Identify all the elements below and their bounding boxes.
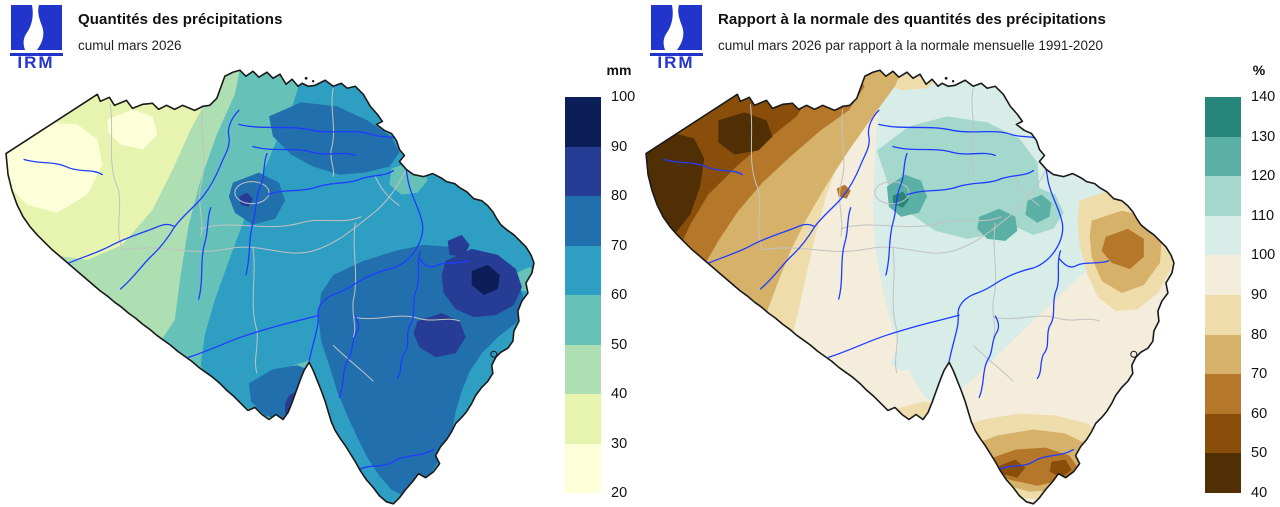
page-title: Rapport à la normale des quantités des p… [718,11,1106,28]
irm-logo-left-shape [11,5,33,50]
legend-swatch [565,443,601,493]
enclave-dot [311,80,315,83]
legend-tick-label: 60 [611,287,628,303]
legend-swatch [1205,453,1241,493]
contour-fills [6,70,534,504]
legend-color-scale [565,97,601,493]
legend-tick-label: 130 [1251,128,1276,145]
legend-tick-label: 20 [611,485,628,501]
precipitation-map [5,69,535,505]
panel-precipitation: IRM Quantités des précipitations cumul m… [5,5,640,507]
legend-unit-label: % [1252,62,1266,78]
legend-tick-label: 30 [611,435,628,452]
enclave-dot [951,80,955,83]
precipitation-legend: mm 100 90 80 70 60 50 40 30 20 [565,62,640,507]
country-border [5,69,535,505]
legend-swatch [1205,294,1241,335]
province-borders [749,88,1100,382]
legend-swatch [565,295,601,345]
rivers [23,109,470,473]
legend-tick-label: 60 [1251,405,1268,422]
legend-tick-label: 120 [1251,168,1276,185]
legend-swatch [1205,97,1241,137]
legend-color-scale [1205,97,1241,493]
legend-swatch [1205,255,1241,295]
legend-swatch [565,196,601,246]
legend-swatch [1205,334,1241,375]
legend-tick-label: 80 [1251,326,1268,343]
irm-logo-rule [10,53,63,56]
page-title: Quantités des précipitations [78,11,283,28]
legend-swatch [1205,413,1241,454]
contour-fills [646,70,1174,504]
legend-swatch [565,97,601,147]
legend-tick-label: 110 [1251,207,1275,224]
legend-tick-label: 90 [611,138,628,155]
irm-logo: IRM [650,5,703,70]
ratio-map [645,69,1175,505]
enclave-outline [490,350,498,358]
legend-swatch [565,245,601,295]
page-subtitle: cumul mars 2026 par rapport à la normale… [718,38,1103,53]
irm-logo-text: IRM [17,53,54,70]
irm-logo-text: IRM [657,53,694,70]
legend-swatch [565,344,601,394]
legend-tick-labels: 140 130 120 110 100 90 80 70 60 50 40 [1251,89,1280,501]
ratio-legend: % 140 130 120 110 100 90 80 70 60 50 40 [1205,62,1280,507]
country-border [645,69,1175,505]
enclave-dot [304,76,308,80]
legend-tick-labels: 100 90 80 70 60 50 40 30 20 [611,89,641,501]
legend-tick-label: 70 [611,237,628,254]
legend-tick-label: 90 [1251,287,1268,303]
legend-swatch [1205,215,1241,256]
irm-logo: IRM [10,5,63,70]
legend-swatch [1205,374,1241,414]
legend-tick-label: 70 [1251,366,1268,383]
legend-tick-label: 100 [1251,247,1276,264]
legend-tick-label: 40 [1251,485,1268,501]
irm-logo-right-shape [677,5,702,50]
header-ratio: Rapport à la normale des quantités des p… [718,11,1278,53]
header-precipitation: Quantités des précipitations cumul mars … [78,11,638,53]
legend-tick-label: 50 [1251,445,1268,462]
irm-logo-left-shape [651,5,673,50]
legend-swatch [565,146,601,196]
legend-unit-label: mm [606,62,632,78]
irm-logo-rule [650,53,703,56]
legend-swatch [1205,176,1241,216]
legend-tick-label: 140 [1251,89,1276,105]
enclave-dot [944,76,948,80]
enclave-outline [1130,350,1138,358]
legend-tick-label: 80 [611,188,628,204]
page-subtitle: cumul mars 2026 [78,38,182,53]
irm-logo-right-shape [37,5,62,50]
legend-tick-label: 100 [611,89,636,105]
panel-ratio-to-normal: IRM Rapport à la normale des quantités d… [640,0,1280,507]
legend-tick-label: 40 [611,386,628,402]
legend-swatch [565,394,601,444]
legend-tick-label: 50 [611,336,628,353]
province-borders [109,88,460,382]
legend-swatch [1205,136,1241,177]
